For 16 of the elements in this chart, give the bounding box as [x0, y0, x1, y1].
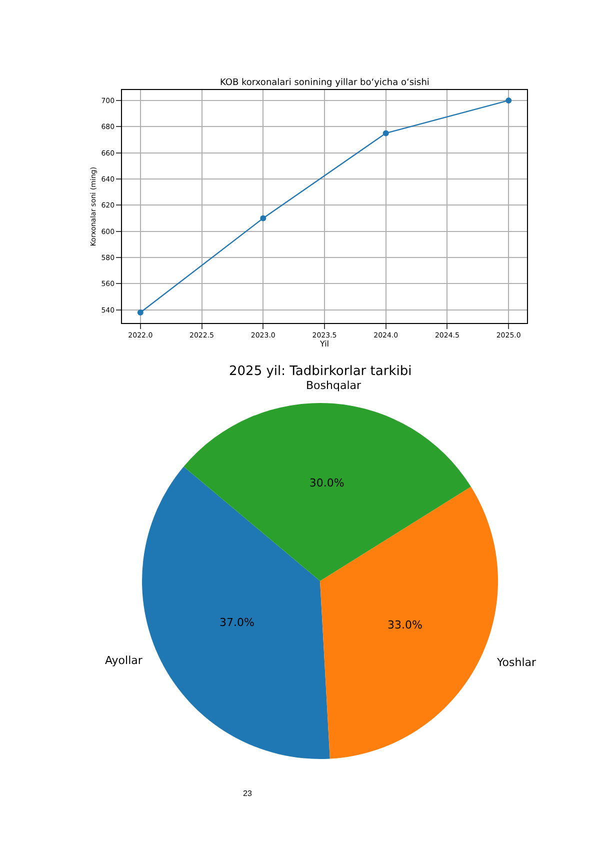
point: [137, 310, 144, 316]
x-axis-title: Yil: [318, 340, 330, 348]
text: 23: [243, 789, 252, 798]
pie-slice: [184, 403, 471, 581]
data-label: 37.0%: [220, 616, 254, 630]
chart-title: KOB korxonalari sonining yillar bo‘yicha o‘sishi: [220, 78, 430, 88]
slice-label: Boshqalar: [306, 379, 362, 392]
point: [506, 97, 512, 104]
slice-label: Ayollar: [105, 654, 143, 667]
point: [382, 130, 389, 136]
chart-title: 2025 yil: Tadbirkorlar tarkibi: [229, 364, 412, 379]
pie-slice: [320, 486, 498, 759]
data-label: 33.0%: [387, 618, 422, 632]
slice-label: Yoshlar: [496, 656, 536, 669]
data-label: 30.0%: [309, 476, 344, 490]
point: [260, 215, 266, 222]
